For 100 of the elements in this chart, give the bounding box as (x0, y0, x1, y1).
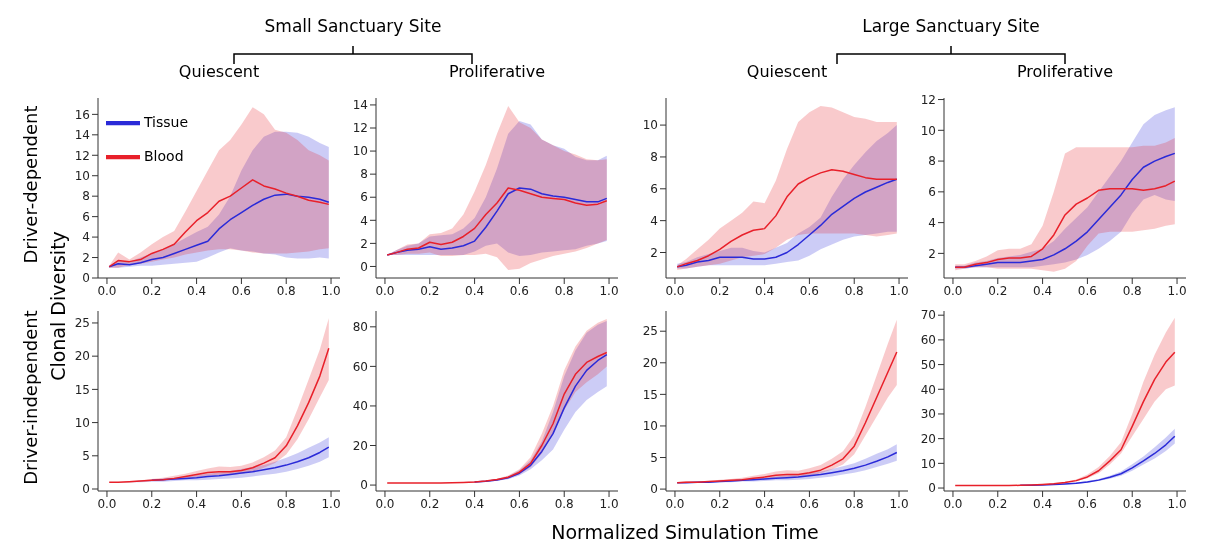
y-tick-label: 25 (642, 324, 658, 339)
text: Large Sanctuary Site (861, 16, 1041, 36)
y-tick-label: 2 (82, 250, 90, 265)
y-tick-label: 20 (642, 356, 658, 371)
x-tick-label: 0.0 (943, 496, 963, 511)
x-tick-label: 0.2 (710, 496, 730, 511)
x-tick-label: 0.2 (142, 496, 162, 511)
y-axis-title: Driver-independent (19, 309, 41, 487)
x-tick-label: 0.4 (755, 283, 775, 298)
y-tick-label: 0 (82, 271, 90, 286)
y-tick-label: 12 (920, 92, 936, 107)
y-tick-label: 80 (352, 320, 368, 335)
x-tick-label: 0.2 (420, 496, 440, 511)
y-tick-label: 40 (352, 399, 368, 414)
y-tick-label: 50 (920, 357, 936, 372)
y-tick-label: 16 (74, 107, 90, 122)
x-tick-label: 0.0 (943, 283, 963, 298)
line-series (108, 347, 330, 484)
x-tick-label: 0.2 (988, 283, 1008, 298)
legend-label: Blood (144, 148, 184, 164)
y-tick-label: 20 (920, 431, 936, 446)
y-tick-label: 8 (928, 154, 936, 169)
y-tick-label: 6 (928, 185, 936, 200)
x-tick-label: 0.2 (420, 283, 440, 298)
y-tick-label: 4 (650, 213, 658, 228)
line-series (386, 187, 608, 256)
y-tick-label: 70 (920, 308, 936, 323)
line-series (108, 179, 330, 268)
x-tick-label: 0.6 (799, 283, 819, 298)
y-tick-label: 20 (352, 438, 368, 453)
x-tick-label: 0.6 (1077, 496, 1097, 511)
x-tick-label: 0.0 (665, 496, 685, 511)
line-series (108, 193, 330, 268)
y-tick-label: 14 (74, 128, 90, 143)
x-tick-label: 0.8 (844, 496, 864, 511)
x-tick-label: 0.6 (509, 283, 529, 298)
chart-title: Quiescent (177, 62, 261, 81)
y-tick-label: 6 (82, 209, 90, 224)
x-tick-label: 0.8 (276, 283, 296, 298)
y-tick-label: 5 (650, 450, 658, 465)
x-tick-label: 0.8 (276, 496, 296, 511)
y-axis-title: Driver-dependent (19, 104, 41, 266)
text: Clonal Diversity (47, 230, 69, 383)
y-tick-label: 60 (352, 359, 368, 374)
y-tick-label: 6 (360, 190, 368, 205)
x-axis-title: Normalized Simulation Time (550, 521, 820, 543)
x-tick-label: 0.6 (231, 496, 251, 511)
y-tick-label: 8 (360, 167, 368, 182)
line-series (386, 351, 608, 484)
x-tick-label: 0.4 (465, 283, 485, 298)
y-tick-label: 10 (74, 415, 90, 430)
y-tick-label: 10 (74, 168, 90, 183)
y-tick-label: 12 (74, 148, 90, 163)
x-tick-label: 0.2 (710, 283, 730, 298)
x-tick-label: 0.0 (375, 496, 395, 511)
chart-title: Quiescent (745, 62, 829, 81)
y-tick-label: 4 (360, 213, 368, 228)
y-tick-label: 4 (928, 215, 936, 230)
x-tick-label: 1.0 (889, 283, 909, 298)
line-series (676, 351, 898, 484)
y-tick-label: 15 (642, 387, 658, 402)
y-tick-label: 30 (920, 407, 936, 422)
y-tick-label: 15 (74, 382, 90, 397)
x-tick-label: 0.8 (554, 496, 574, 511)
x-tick-label: 0.8 (554, 283, 574, 298)
y-tick-label: 12 (352, 121, 368, 136)
y-tick-label: 10 (352, 144, 368, 159)
y-tick-label: 0 (650, 482, 658, 497)
x-tick-label: 0.8 (1122, 496, 1142, 511)
y-tick-label: 25 (74, 316, 90, 331)
y-tick-label: 2 (360, 236, 368, 251)
legend-label: Tissue (144, 114, 189, 130)
y-tick-label: 2 (650, 245, 658, 260)
x-tick-label: 0.4 (1033, 496, 1053, 511)
x-tick-label: 1.0 (599, 283, 619, 298)
y-tick-label: 20 (74, 349, 90, 364)
y-tick-label: 0 (360, 259, 368, 274)
y-tick-label: 6 (650, 182, 658, 197)
x-tick-label: 0.2 (988, 496, 1008, 511)
y-tick-label: 10 (642, 419, 658, 434)
x-tick-label: 0.4 (187, 283, 207, 298)
y-tick-label: 5 (82, 449, 90, 464)
y-tick-label: 0 (82, 482, 90, 497)
x-tick-label: 0.4 (755, 496, 775, 511)
x-tick-label: 1.0 (1167, 283, 1187, 298)
x-tick-label: 0.8 (1122, 283, 1142, 298)
y-tick-label: 14 (352, 98, 368, 113)
x-tick-label: 0.4 (465, 496, 485, 511)
y-tick-label: 40 (920, 382, 936, 397)
chart-title: Proliferative (1015, 62, 1115, 81)
y-tick-label: 10 (920, 123, 936, 138)
x-tick-label: 1.0 (889, 496, 909, 511)
y-tick-label: 4 (82, 230, 90, 245)
y-tick-label: 8 (82, 189, 90, 204)
y-tick-label: 0 (360, 478, 368, 493)
x-tick-label: 0.0 (375, 283, 395, 298)
text: Small Sanctuary Site (263, 16, 443, 36)
x-tick-label: 0.4 (1033, 283, 1053, 298)
x-tick-label: 0.2 (142, 283, 162, 298)
y-tick-label: 60 (920, 333, 936, 348)
